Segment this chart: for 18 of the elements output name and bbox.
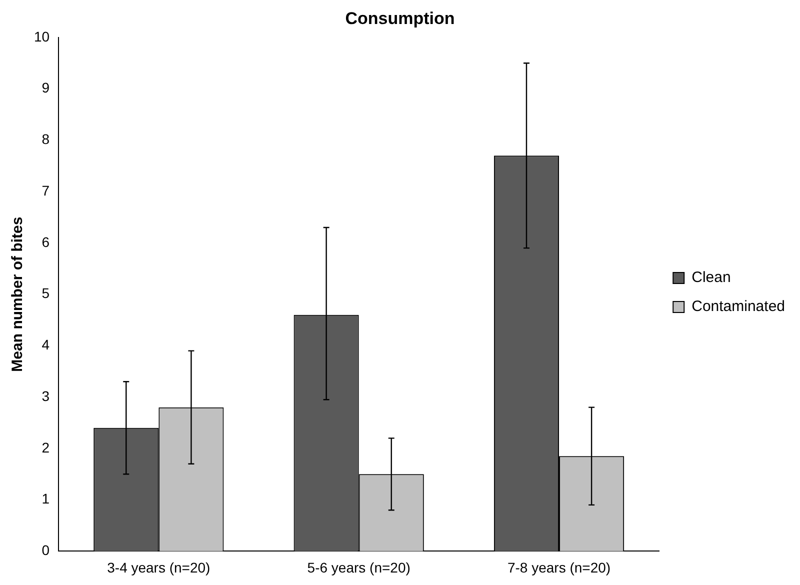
y-axis-title: Mean number of bites [9,216,26,372]
y-tick-label: 2 [42,439,50,456]
y-tick-label: 3 [42,388,50,404]
y-tick-label: 8 [42,131,50,148]
y-tick-label: 5 [42,285,50,302]
x-tick-label: 3-4 years (n=20) [107,559,210,576]
y-tick-label: 1 [42,490,50,507]
chart-title: Consumption [345,8,455,28]
legend-label: Clean [692,269,731,286]
y-tick-label: 0 [42,542,50,558]
y-tick-label: 9 [42,80,50,96]
y-tick-label: 7 [42,182,50,198]
legend-label: Contaminated [692,298,786,316]
y-tick-label: 4 [42,336,50,353]
y-tick-label: 10 [34,28,50,44]
x-tick-label: 7-8 years (n=20) [507,559,611,576]
x-tick-label: 5-6 years (n=20) [307,559,410,576]
y-tick-label: 6 [42,234,50,250]
